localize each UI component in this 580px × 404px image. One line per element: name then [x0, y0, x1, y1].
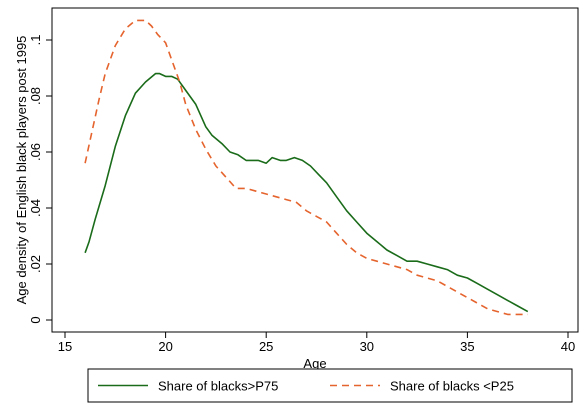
- y-tick-label: .1: [28, 35, 43, 46]
- series-group: [84, 19, 529, 316]
- series-line-1: [84, 72, 529, 313]
- y-tick-label: 0: [28, 316, 43, 323]
- legend: Share of blacks>P75 Share of blacks <P25: [87, 368, 573, 403]
- y-tick-label: .08: [28, 87, 43, 105]
- x-tick-label: 40: [561, 339, 575, 354]
- x-tick-label: 15: [58, 339, 72, 354]
- y-tick-label: .04: [28, 199, 43, 217]
- legend-label-2: Share of blacks <P25: [390, 379, 514, 394]
- x-axis: 15 20 25 30 35 40: [58, 332, 575, 354]
- x-axis-title: Age: [303, 356, 326, 371]
- x-tick-label: 35: [460, 339, 474, 354]
- y-tick-label: .02: [28, 255, 43, 273]
- y-tick-label: .06: [28, 143, 43, 161]
- x-tick-label: 30: [360, 339, 374, 354]
- x-tick-label: 25: [259, 339, 273, 354]
- legend-label-1: Share of blacks>P75: [158, 379, 278, 394]
- x-tick-label: 20: [158, 339, 172, 354]
- series-line-2: [84, 19, 528, 316]
- y-axis: 0 .02 .04 .06 .08 .1: [28, 35, 52, 324]
- y-axis-title: Age density of English black players pos…: [14, 36, 29, 305]
